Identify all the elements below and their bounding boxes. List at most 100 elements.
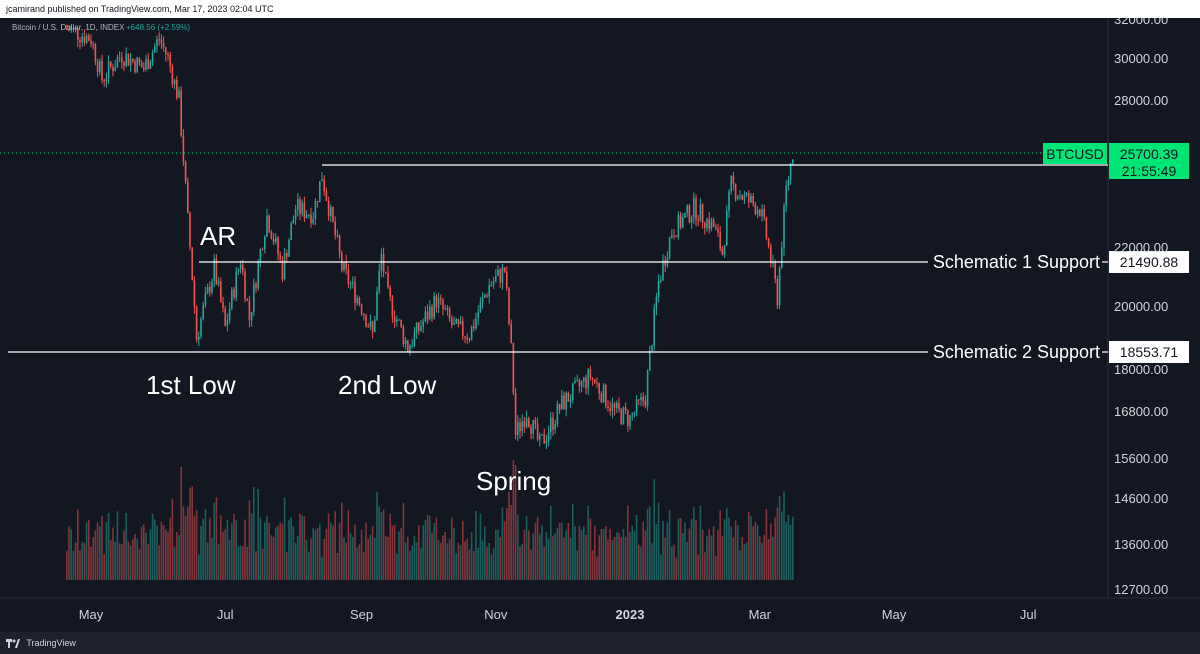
candle-body — [85, 35, 88, 43]
candle-body — [468, 339, 471, 341]
volume-bar — [90, 546, 92, 580]
candle-body — [510, 323, 512, 343]
candle-body — [301, 202, 303, 214]
level-label: Schematic 1 Support — [933, 252, 1100, 272]
volume-bar — [752, 526, 754, 580]
candle-body — [358, 298, 361, 305]
volume-bar — [620, 536, 622, 580]
candle-body — [327, 200, 330, 216]
candle-body — [706, 218, 708, 229]
volume-bar — [360, 529, 363, 580]
volume-bar — [371, 526, 374, 580]
candle-body — [231, 289, 233, 309]
candle-body — [523, 421, 526, 428]
candle-body — [178, 90, 180, 98]
candle-body — [74, 28, 77, 30]
candle-body — [536, 423, 539, 440]
candle-body — [149, 61, 152, 69]
volume-bar — [145, 532, 147, 580]
candle-body — [343, 262, 345, 271]
volume-bar — [180, 466, 182, 580]
volume-bar — [228, 539, 231, 580]
candle-body — [334, 221, 336, 236]
volume-bar — [728, 517, 730, 580]
volume-bar — [242, 546, 244, 580]
candle-body — [541, 434, 543, 436]
candle-body — [567, 392, 570, 402]
volume-bar — [525, 516, 528, 580]
volume-bar — [429, 515, 431, 580]
candle-body — [754, 204, 757, 215]
volume-bar — [550, 506, 552, 580]
volume-bar — [200, 525, 202, 580]
price-tick-label: 22000.00 — [1114, 240, 1168, 255]
volume-bar — [470, 532, 473, 580]
candle-body — [433, 295, 435, 318]
candle-body — [286, 253, 288, 257]
volume-bar — [457, 542, 460, 580]
volume-bar — [270, 535, 273, 580]
candle-body — [275, 237, 277, 242]
price-chart[interactable]: 25179.40Schematic 1 Support21490.88Schem… — [0, 18, 1200, 632]
candle-body — [239, 264, 242, 270]
price-tag-bg — [1109, 143, 1189, 179]
volume-bar — [195, 509, 198, 580]
candle-body — [607, 406, 609, 409]
volume-bar — [114, 541, 116, 580]
candle-body — [501, 267, 504, 283]
volume-bar — [578, 525, 581, 580]
candle-body — [123, 62, 125, 66]
volume-bar — [572, 503, 574, 580]
time-axis[interactable]: May Jul Sep Nov 2023 Mar May Jul — [79, 607, 1037, 622]
candle-body — [642, 396, 644, 401]
symbol-tag-label: BTCUSD — [1046, 146, 1104, 162]
volume-bar — [739, 550, 741, 580]
price-axis[interactable]: 32000.00 30000.00 28000.00 22000.00 20000.00… — [1114, 18, 1168, 597]
candle-body — [653, 308, 655, 346]
volume-bar — [259, 517, 262, 580]
volume-bar — [118, 543, 121, 580]
volume-bar — [761, 542, 763, 580]
candle-body — [68, 28, 70, 31]
candle-body — [756, 209, 759, 215]
time-tick-label: Jul — [217, 607, 234, 622]
candle-body — [160, 39, 163, 44]
candle-body — [635, 399, 638, 413]
volume-bar — [356, 547, 358, 580]
candle-body — [708, 218, 710, 229]
candle-body — [154, 46, 156, 53]
volume-bar — [165, 529, 167, 580]
volume-bar — [178, 535, 180, 580]
candle-body — [116, 57, 119, 68]
candle-body — [70, 28, 72, 31]
candle-body — [657, 281, 660, 297]
volume-bar — [140, 526, 143, 580]
volume-bar — [246, 546, 248, 580]
candle-body — [184, 161, 187, 182]
candle-body — [204, 293, 207, 306]
candle-body — [288, 240, 290, 257]
candle-body — [701, 204, 704, 224]
volume-bar — [391, 525, 394, 580]
volume-bar — [631, 525, 633, 580]
volume-bar — [512, 460, 515, 580]
time-tick-label: Sep — [350, 607, 373, 622]
volume-bar — [644, 530, 647, 580]
volume-bar — [732, 537, 735, 580]
candle-body — [429, 306, 431, 320]
candle-body — [638, 399, 640, 401]
volume-bar — [385, 535, 387, 580]
candle-body — [189, 213, 191, 248]
candle-body — [521, 421, 523, 432]
volume-bar — [380, 511, 383, 580]
candle-body — [215, 258, 218, 285]
candle-body — [268, 215, 270, 233]
volume-bar — [396, 553, 398, 580]
candle-body — [715, 226, 717, 229]
candle-body — [224, 308, 226, 326]
candle-body — [710, 219, 713, 229]
volume-bar — [444, 531, 446, 580]
candle-body — [616, 402, 618, 408]
candle-body — [437, 297, 440, 308]
volume-bar — [162, 525, 165, 580]
